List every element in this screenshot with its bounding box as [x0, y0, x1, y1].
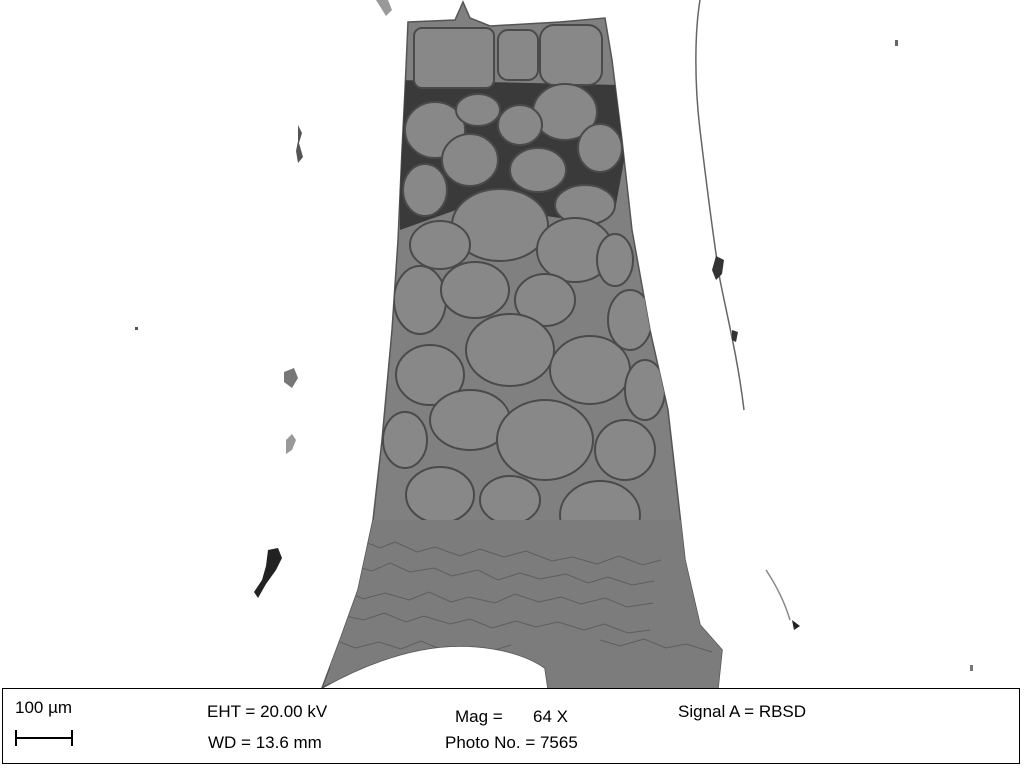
sem-info-bar: 100 µm EHT = 20.00 kV WD = 13.6 mm Mag =… — [2, 688, 1020, 764]
scale-bar-label: 100 µm — [15, 698, 72, 718]
signal-label: Signal A = RBSD — [678, 702, 806, 722]
debris — [895, 40, 898, 46]
mag-value: 64 X — [533, 707, 568, 727]
debris — [135, 327, 138, 330]
scale-bar — [15, 729, 73, 747]
sem-micrograph — [0, 0, 1024, 688]
mag-label: Mag = — [455, 707, 503, 727]
eht-label: EHT = 20.00 kV — [207, 702, 327, 722]
wd-label: WD = 13.6 mm — [208, 733, 322, 753]
debris — [970, 665, 973, 671]
photo-number: Photo No. = 7565 — [445, 733, 578, 753]
